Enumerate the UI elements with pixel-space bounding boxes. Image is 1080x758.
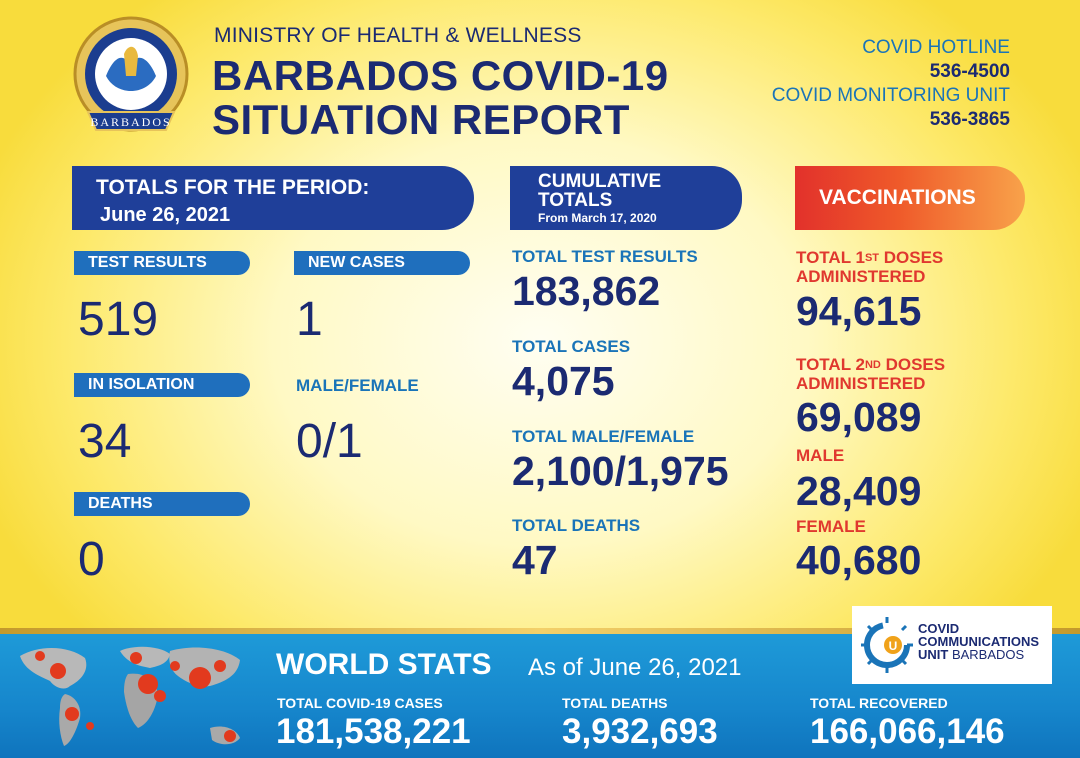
total-deaths-label: TOTAL DEATHS — [512, 516, 641, 535]
ministry-name: MINISTRY OF HEALTH & WELLNESS — [214, 24, 582, 47]
world-recovered-label: TOTAL RECOVERED — [810, 695, 948, 711]
world-deaths-label: TOTAL DEATHS — [562, 695, 668, 711]
female-vaccinated-value: 40,680 — [796, 537, 922, 583]
period-banner-title: TOTALS FOR THE PERIOD: — [96, 176, 370, 199]
first-dose-label: TOTAL 1ST DOSES ADMINISTERED — [796, 248, 944, 286]
in-isolation-pill: IN ISOLATION — [74, 373, 250, 397]
second-dose-label: TOTAL 2ND DOSES ADMINISTERED — [796, 355, 946, 393]
male-female-value: 0/1 — [296, 415, 363, 468]
second-dose-value: 69,089 — [796, 394, 922, 440]
gold-divider — [0, 628, 1080, 634]
cumulative-banner-line2: TOTALS — [538, 190, 613, 211]
total-test-results-label: TOTAL TEST RESULTS — [512, 247, 698, 266]
deaths-pill: DEATHS — [74, 492, 250, 516]
new-cases-value: 1 — [296, 293, 323, 346]
cumulative-banner-date: From March 17, 2020 — [538, 211, 657, 225]
ccu-logo-card: U COVID COMMUNICATIONS UNIT BARBADOS — [852, 606, 1052, 684]
svg-text:U: U — [889, 639, 898, 653]
vaccinations-banner-title: VACCINATIONS — [819, 186, 976, 209]
period-banner: TOTALS FOR THE PERIOD: June 26, 2021 — [72, 166, 474, 230]
test-results-pill: TEST RESULTS — [74, 251, 250, 275]
contact-block: COVID HOTLINE 536-4500 COVID MONITORING … — [772, 36, 1010, 132]
monitoring-label: COVID MONITORING UNIT — [771, 85, 1010, 106]
ministry-seal-logo: BARBADOS — [73, 16, 189, 132]
total-cases-value: 4,075 — [512, 358, 615, 404]
world-cases-label: TOTAL COVID-19 CASES — [277, 695, 443, 711]
test-results-value: 519 — [78, 293, 159, 346]
monitoring-number: 536-3865 — [929, 109, 1010, 130]
period-banner-date: June 26, 2021 — [100, 204, 231, 226]
world-map-virus-icon — [20, 646, 240, 746]
in-isolation-value: 34 — [78, 415, 132, 468]
total-deaths-value: 47 — [512, 537, 558, 583]
ccu-virus-icon: U — [861, 617, 913, 673]
male-vaccinated-label: MALE — [796, 446, 845, 465]
logo-text-bottom: BARBADOS — [90, 115, 171, 129]
ccu-text: COVID COMMUNICATIONS UNIT BARBADOS — [918, 621, 1040, 662]
female-vaccinated-label: FEMALE — [796, 517, 866, 536]
world-cases-value: 181,538,221 — [276, 712, 471, 751]
hotline-label: COVID HOTLINE — [862, 37, 1010, 58]
world-recovered-value: 166,066,146 — [810, 712, 1005, 751]
new-cases-pill: NEW CASES — [294, 251, 470, 275]
report-title-line1: BARBADOS COVID-19 — [212, 52, 669, 99]
total-test-results-value: 183,862 — [512, 268, 661, 314]
total-cases-label: TOTAL CASES — [512, 337, 631, 356]
total-male-female-value: 2,100/1,975 — [512, 448, 729, 494]
male-vaccinated-value: 28,409 — [796, 468, 922, 514]
hotline-number: 536-4500 — [929, 61, 1010, 82]
total-male-female-label: TOTAL MALE/FEMALE — [512, 427, 695, 446]
report-title-line2: SITUATION REPORT — [212, 96, 630, 143]
first-dose-value: 94,615 — [796, 288, 922, 334]
cumulative-banner: CUMULATIVE TOTALS From March 17, 2020 — [510, 166, 742, 230]
world-deaths-value: 3,932,693 — [562, 712, 718, 751]
deaths-value: 0 — [78, 533, 105, 586]
world-stats-title: WORLD STATS — [276, 648, 492, 681]
world-stats-date: As of June 26, 2021 — [528, 654, 742, 681]
vaccinations-banner: VACCINATIONS — [795, 166, 1025, 230]
male-female-label: MALE/FEMALE — [296, 376, 419, 395]
cumulative-banner-line1: CUMULATIVE — [538, 171, 662, 192]
